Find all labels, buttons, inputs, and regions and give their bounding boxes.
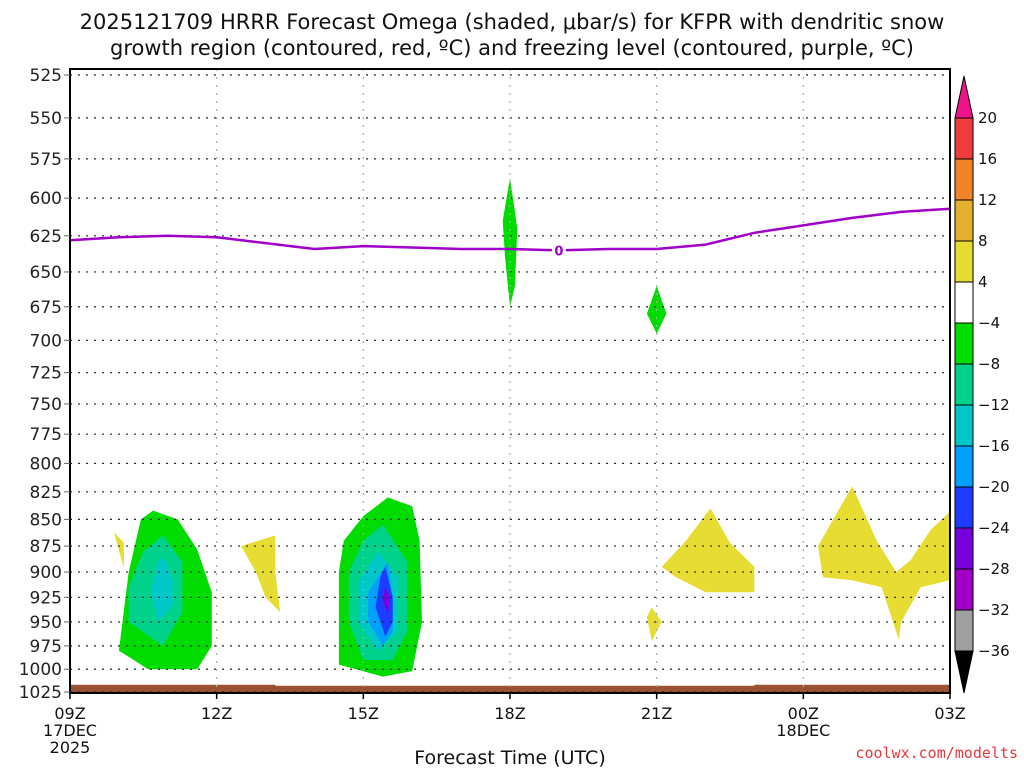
y-tick-label: 575: [30, 150, 62, 170]
y-tick-label: 1025: [19, 683, 62, 703]
colorbar-tick-label: −32: [978, 601, 1010, 619]
colorbar-bin: [954, 568, 974, 611]
x-tick-label: 03Z: [934, 704, 965, 723]
y-tick-label: 675: [30, 298, 62, 318]
colorbar-bin: [954, 240, 974, 283]
y-tick-label: 975: [30, 637, 62, 657]
omega-region-14: [661, 508, 755, 593]
y-tick-label: 700: [30, 331, 62, 351]
colorbar-tick-label: 8: [978, 232, 988, 250]
colorbar-bin: [954, 363, 974, 406]
colorbar-tick-label: 16: [978, 150, 997, 168]
freezing-level-label: 0: [554, 244, 563, 259]
y-axis-ticks: 525 550 575 600 625 650 675 700 725 750 775 800 825 8…: [19, 66, 70, 703]
colorbar-bin: [954, 609, 974, 652]
x-tick-label: 00Z: [788, 704, 819, 723]
omega-region-3: [150, 556, 173, 622]
colorbar-bin: [954, 117, 974, 160]
omega-region-0: [114, 532, 124, 568]
colorbar-tick-label: −28: [978, 560, 1010, 578]
colorbar-tick-label: −36: [978, 642, 1010, 660]
colorbar-bin: [954, 527, 974, 570]
y-tick-label: 800: [30, 454, 62, 474]
freezing-level-contour: 0: [69, 207, 951, 259]
colorbar-tick-label: −20: [978, 478, 1010, 496]
y-tick-label: 825: [30, 483, 62, 503]
omega-region-15: [818, 486, 950, 640]
omega-shaded-regions: [114, 177, 950, 677]
y-tick-label: 600: [30, 189, 62, 209]
colorbar-tick-label: 12: [978, 191, 997, 209]
x-tick-label: 09Z: [54, 704, 85, 723]
y-tick-label: 1000: [19, 660, 62, 680]
terrain-fill: [70, 684, 950, 693]
colorbar-bin: [954, 158, 974, 201]
title-line-1: 2025121709 HRRR Forecast Omega (shaded, …: [80, 10, 945, 34]
colorbar-bin: [954, 445, 974, 488]
chart-title: 2025121709 HRRR Forecast Omega (shaded, …: [80, 10, 945, 60]
colorbar-under-arrow: [954, 650, 974, 694]
x-tick-label: 18Z: [494, 704, 525, 723]
omega-region-11: [502, 177, 518, 307]
credit-link[interactable]: coolwx.com/modelts: [855, 744, 1018, 762]
colorbar: 20 16 12 8 4 −4 −8 −12 −16 −20 −24 −28 −32 −36: [954, 75, 1010, 694]
colorbar-tick-label: −4: [978, 314, 1000, 332]
omega-region-13: [646, 607, 662, 642]
colorbar-tick-label: −24: [978, 519, 1010, 537]
y-tick-label: 900: [30, 563, 62, 583]
colorbar-bin: [954, 281, 974, 324]
contour-label-bg: [551, 242, 566, 259]
terrain-surface: [70, 684, 950, 693]
y-tick-label: 650: [30, 263, 62, 283]
colorbar-bin: [954, 199, 974, 242]
y-tick-label: 550: [30, 109, 62, 129]
y-tick-label: 775: [30, 425, 62, 445]
y-tick-label: 625: [30, 227, 62, 247]
y-tick-label: 725: [30, 364, 62, 384]
y-tick-label: 850: [30, 510, 62, 530]
omega-region-4: [241, 535, 281, 613]
x-tick-label: 2025: [50, 738, 91, 757]
grid-lines: [70, 69, 950, 693]
colorbar-bin: [954, 322, 974, 365]
y-tick-label: 750: [30, 395, 62, 415]
x-tick-label: 18DEC: [776, 721, 830, 740]
title-line-2: growth region (contoured, red, ºC) and f…: [110, 36, 914, 60]
y-tick-label: 875: [30, 537, 62, 557]
omega-region-10: [382, 587, 391, 615]
colorbar-over-arrow: [954, 75, 974, 119]
colorbar-bin: [954, 486, 974, 529]
colorbar-tick-label: −12: [978, 396, 1010, 414]
colorbar-bin: [954, 404, 974, 447]
colorbar-tick-label: 4: [978, 273, 988, 291]
x-tick-label: 15Z: [348, 704, 379, 723]
y-tick-label: 925: [30, 588, 62, 608]
freezing-level-line: [69, 207, 951, 252]
x-tick-label: 12Z: [201, 704, 232, 723]
colorbar-tick-label: 20: [978, 109, 997, 127]
y-tick-label: 525: [30, 66, 62, 86]
x-tick-label: 21Z: [641, 704, 672, 723]
x-axis-label: Forecast Time (UTC): [414, 747, 605, 768]
y-tick-label: 950: [30, 613, 62, 633]
colorbar-tick-label: −8: [978, 355, 1000, 373]
x-tick-label: 17DEC: [43, 721, 97, 740]
colorbar-tick-label: −16: [978, 437, 1010, 455]
